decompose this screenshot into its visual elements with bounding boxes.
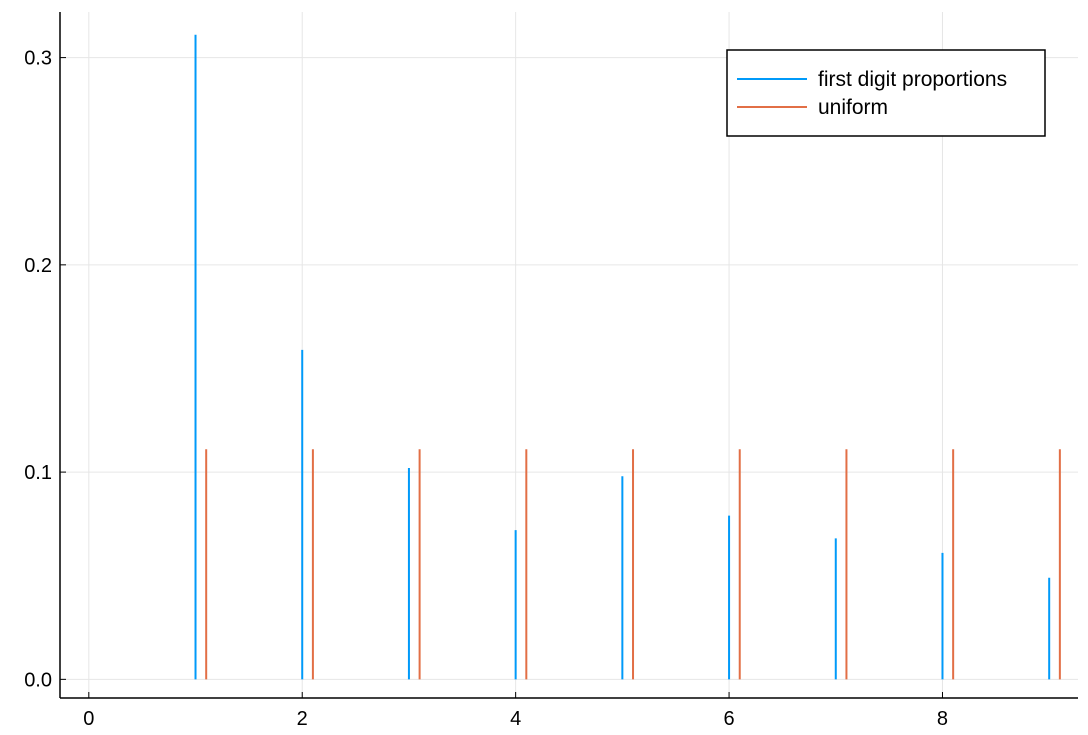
x-tick-label: 6 xyxy=(724,708,735,730)
y-tick-label: 0.0 xyxy=(24,669,52,691)
y-tick-label: 0.3 xyxy=(24,48,52,70)
y-tick-label: 0.1 xyxy=(24,462,52,484)
y-tick-label: 0.2 xyxy=(24,255,52,277)
legend-label: first digit proportions xyxy=(818,68,1007,91)
x-tick-label: 8 xyxy=(937,708,948,730)
legend-label: uniform xyxy=(818,96,888,119)
series-layer xyxy=(194,34,1061,680)
x-tick-label: 2 xyxy=(297,708,308,730)
x-tick-label: 4 xyxy=(510,708,521,730)
axes xyxy=(59,12,1078,699)
tick-labels: 0 2 4 6 8 0.0 0.1 0.2 0.3 xyxy=(24,48,948,730)
x-tick-label: 0 xyxy=(83,708,94,730)
legend-box xyxy=(726,49,1046,137)
legend: first digit proportions uniform xyxy=(726,49,1046,137)
